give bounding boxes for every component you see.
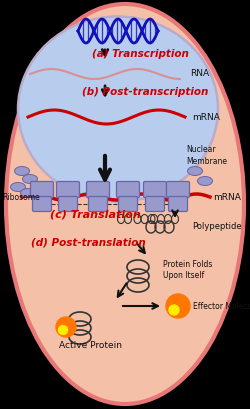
Ellipse shape — [14, 167, 30, 176]
Text: mRNA: mRNA — [192, 113, 220, 122]
Ellipse shape — [10, 183, 26, 192]
FancyBboxPatch shape — [168, 197, 188, 212]
Ellipse shape — [188, 167, 202, 176]
Text: (c) Translation: (c) Translation — [50, 209, 140, 220]
Text: Protein Folds
Upon Itself: Protein Folds Upon Itself — [163, 259, 212, 280]
Ellipse shape — [20, 189, 36, 198]
Text: mRNA: mRNA — [210, 193, 241, 202]
Ellipse shape — [198, 177, 212, 186]
FancyBboxPatch shape — [32, 197, 52, 212]
Text: Effector Molecule: Effector Molecule — [193, 302, 250, 311]
Ellipse shape — [22, 175, 38, 184]
FancyBboxPatch shape — [30, 182, 54, 198]
Text: Polypeptide: Polypeptide — [192, 222, 242, 231]
FancyBboxPatch shape — [58, 197, 78, 212]
Circle shape — [169, 305, 179, 315]
Ellipse shape — [6, 5, 244, 404]
FancyBboxPatch shape — [86, 182, 110, 198]
Circle shape — [56, 317, 76, 337]
FancyBboxPatch shape — [116, 182, 140, 198]
Ellipse shape — [18, 18, 218, 202]
FancyBboxPatch shape — [118, 197, 138, 212]
FancyBboxPatch shape — [166, 182, 190, 198]
FancyBboxPatch shape — [56, 182, 80, 198]
FancyBboxPatch shape — [144, 182, 167, 198]
Text: Active Protein: Active Protein — [58, 341, 122, 350]
Circle shape — [166, 294, 190, 318]
Text: Nuclear
Membrane: Nuclear Membrane — [186, 145, 227, 165]
Text: (d) Post-translation: (d) Post-translation — [31, 237, 146, 247]
Text: (b) Post-transcription: (b) Post-transcription — [82, 87, 208, 97]
FancyBboxPatch shape — [88, 197, 108, 212]
Text: RNA: RNA — [190, 70, 209, 78]
FancyBboxPatch shape — [146, 197, 165, 212]
Text: Ribosome: Ribosome — [2, 193, 40, 202]
Circle shape — [58, 326, 68, 335]
Text: (a) Transcription: (a) Transcription — [92, 49, 188, 59]
